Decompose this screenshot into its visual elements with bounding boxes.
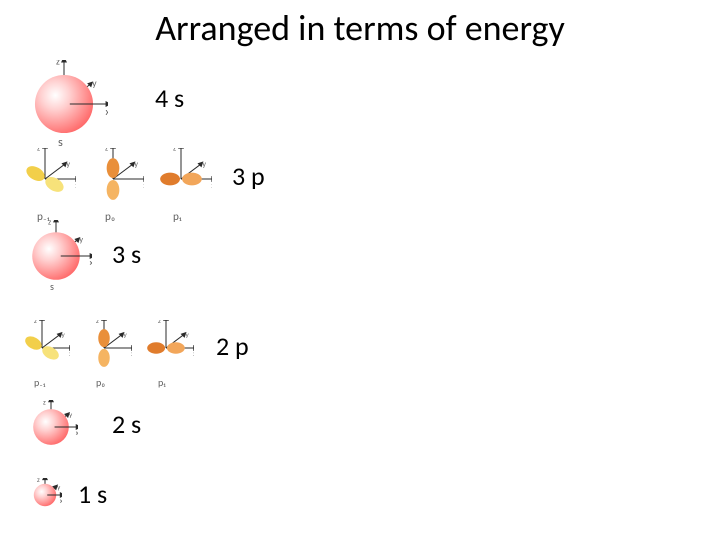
svg-text:p₋₁: p₋₁	[34, 376, 46, 388]
svg-text:x: x	[131, 349, 132, 358]
s-orbital-sphere-icon: z xy	[28, 478, 62, 512]
svg-text:z: z	[105, 148, 108, 154]
svg-text:s: s	[58, 135, 63, 148]
svg-text:x: x	[211, 181, 212, 191]
svg-text:x: x	[90, 258, 92, 268]
s-orbital-sphere-icon: z x y s	[20, 220, 92, 292]
p-orbital-icon: z x y p₁	[138, 320, 194, 393]
p-orbital-icon: z x y p₀	[82, 148, 144, 227]
svg-text:z: z	[173, 148, 176, 154]
s-orbital-icon: z xy	[28, 478, 62, 517]
p-orbital-set-icon: z x y p₋₁ z x y p₀ z x y p₁	[14, 320, 194, 388]
svg-text:x: x	[143, 181, 144, 191]
orbital-label: 3 p	[232, 160, 265, 192]
orbital-label: 2 p	[216, 330, 249, 362]
s-orbital-icon: z x y s	[20, 60, 108, 153]
orbital-label: 3 s	[112, 238, 141, 270]
svg-text:z: z	[37, 478, 40, 484]
svg-text:x: x	[69, 349, 70, 358]
p-orbital-icon: z x y p₋₁	[14, 320, 70, 393]
s-orbital-sphere-icon: z xy	[24, 400, 78, 454]
orbital-label: 4 s	[155, 82, 184, 114]
page-title: Arranged in terms of energy	[100, 6, 620, 50]
svg-text:p₁: p₁	[173, 209, 182, 222]
svg-text:z: z	[96, 320, 99, 325]
svg-text:y: y	[66, 159, 70, 169]
svg-text:p₀: p₀	[96, 376, 105, 388]
svg-text:x: x	[106, 106, 108, 118]
svg-text:y: y	[57, 482, 61, 491]
p-orbital-set-icon: zxyp₋₁zxyp₀zxyp₁	[14, 148, 212, 222]
svg-text:y: y	[92, 77, 97, 89]
svg-text:x: x	[193, 349, 194, 358]
svg-text:z: z	[56, 60, 60, 67]
s-orbital-icon: z x y s	[20, 220, 92, 297]
svg-text:x: x	[60, 496, 62, 505]
p-orbital-icon: z x y p₁	[150, 148, 212, 227]
svg-text:p₀: p₀	[105, 209, 115, 222]
svg-text:z: z	[43, 400, 46, 406]
svg-text:p₁: p₁	[158, 376, 166, 388]
svg-text:z: z	[34, 320, 37, 325]
orbital-label: 1 s	[78, 478, 107, 510]
svg-text:y: y	[124, 330, 128, 339]
p-orbital-icon: z x y p₀	[76, 320, 132, 393]
svg-text:y: y	[134, 159, 138, 169]
svg-text:x: x	[75, 181, 76, 191]
s-orbital-icon: z xy	[24, 400, 78, 459]
svg-text:s: s	[50, 280, 54, 292]
svg-text:y: y	[79, 235, 83, 245]
orbital-label: 2 s	[112, 408, 141, 440]
p-orbital-icon: zxyp₋₁	[14, 148, 76, 227]
svg-text:z: z	[37, 148, 40, 154]
svg-text:y: y	[69, 410, 73, 419]
svg-text:z: z	[158, 320, 161, 325]
svg-text:y: y	[62, 330, 66, 339]
svg-text:x: x	[76, 428, 78, 437]
s-orbital-sphere-icon: z x y s	[20, 60, 108, 148]
svg-text:z: z	[48, 220, 51, 227]
svg-text:y: y	[202, 159, 206, 169]
svg-text:y: y	[186, 330, 190, 339]
